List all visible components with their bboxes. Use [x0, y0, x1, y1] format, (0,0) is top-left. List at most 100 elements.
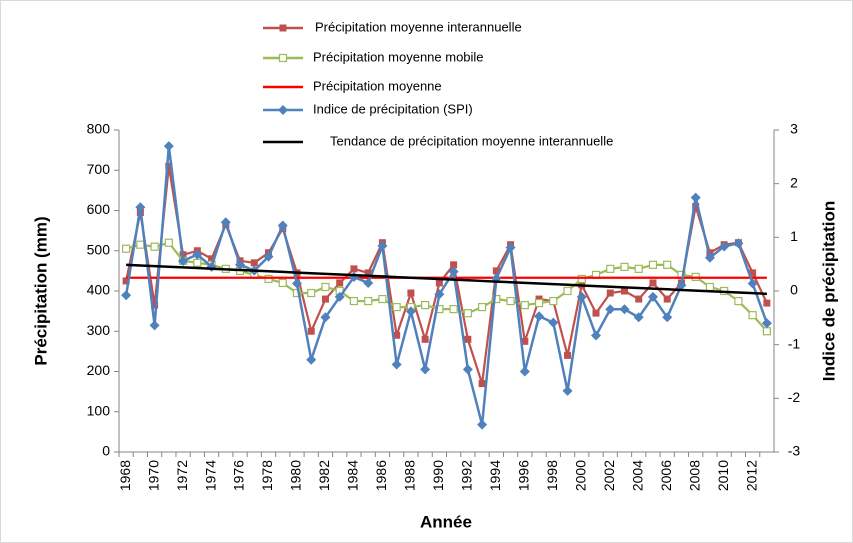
point — [649, 279, 657, 287]
legend-label: Précipitation moyenne interannuelle — [315, 19, 522, 34]
point — [334, 291, 345, 302]
x-tick-label: 2004 — [629, 460, 645, 491]
point — [576, 291, 587, 302]
x-tick-label: 1976 — [231, 460, 247, 491]
y-tick-label: 800 — [87, 121, 111, 137]
point — [405, 306, 416, 317]
point — [434, 289, 445, 300]
point — [564, 351, 572, 359]
point — [463, 309, 472, 318]
x-tick-label: 1968 — [117, 460, 133, 491]
point — [263, 251, 274, 262]
y2-axis-title: Indice de précipitation — [819, 201, 838, 381]
point — [321, 282, 330, 292]
y2-tick-label: 3 — [790, 121, 798, 137]
y-tick-label: 0 — [102, 443, 110, 459]
y2-tick-label: 2 — [790, 174, 798, 190]
point — [634, 264, 643, 273]
point — [705, 282, 715, 292]
x-tick-label: 1994 — [487, 460, 503, 491]
point — [421, 300, 430, 310]
series-line — [126, 263, 767, 296]
y2-tick-label: -2 — [788, 389, 801, 405]
point — [620, 287, 628, 295]
point — [135, 202, 146, 213]
point — [478, 380, 486, 388]
point — [392, 303, 401, 312]
y2-tick-label: 0 — [790, 282, 798, 298]
point — [763, 299, 771, 307]
point — [278, 278, 287, 288]
point — [591, 330, 602, 341]
point — [520, 300, 529, 310]
point — [492, 294, 501, 304]
x-tick-label: 1990 — [430, 460, 446, 491]
series — [122, 238, 771, 336]
legend: Précipitation moyenne interannuelle Préci… — [263, 19, 613, 148]
point — [605, 304, 616, 315]
y2-tick-label: 1 — [790, 228, 798, 244]
point — [122, 244, 131, 253]
point — [761, 318, 772, 329]
point — [307, 327, 315, 335]
point — [534, 298, 544, 308]
legend-marker — [278, 53, 288, 63]
point — [192, 249, 203, 260]
point — [363, 277, 374, 288]
x-tick-label: 2006 — [658, 460, 674, 491]
point — [321, 295, 329, 303]
x-tick-label: 2002 — [601, 460, 617, 491]
point — [577, 274, 586, 284]
point — [336, 279, 344, 287]
point — [121, 290, 132, 301]
series — [126, 263, 767, 296]
point — [477, 303, 487, 312]
x-axis-title: Année — [420, 512, 472, 531]
y-tick-label: 500 — [87, 241, 111, 257]
point — [606, 289, 614, 297]
point — [748, 311, 757, 320]
x-tick-label: 1980 — [288, 460, 304, 491]
point — [663, 295, 671, 303]
point — [136, 240, 145, 249]
point — [663, 260, 672, 269]
x-tick-label: 1998 — [544, 460, 560, 491]
x-tick-label: 1972 — [174, 460, 190, 491]
point — [563, 286, 572, 296]
point — [378, 294, 387, 304]
legend-marker — [278, 105, 288, 115]
x-tick-label: 2012 — [743, 460, 759, 491]
series — [121, 141, 772, 430]
legend-label: Précipitation moyenne — [313, 78, 442, 93]
point — [449, 305, 458, 314]
x-tick-label: 1984 — [345, 460, 361, 491]
point — [676, 280, 687, 291]
legend-label: Tendance de précipitation moyenne intera… — [330, 133, 613, 148]
x-tick-label: 1988 — [402, 460, 418, 491]
point — [149, 320, 160, 331]
point — [163, 141, 174, 152]
y-tick-label: 600 — [87, 201, 111, 217]
point — [462, 364, 473, 375]
point — [619, 304, 630, 315]
point — [407, 289, 415, 297]
point — [364, 296, 373, 306]
y-tick-label: 300 — [87, 322, 111, 338]
point — [620, 262, 629, 271]
point — [193, 258, 202, 267]
y2-tick-label: -1 — [788, 335, 801, 351]
point — [692, 202, 700, 210]
point — [704, 252, 715, 263]
point — [648, 260, 658, 269]
x-tick-label: 1974 — [202, 460, 218, 491]
y-axis-title: Précipitation (mm) — [31, 216, 50, 365]
point — [421, 335, 429, 343]
point — [435, 279, 443, 287]
point — [719, 241, 730, 252]
point — [762, 327, 771, 336]
point — [349, 296, 359, 306]
y2-tick-label: -3 — [788, 443, 801, 459]
x-tick-label: 1992 — [459, 460, 475, 491]
legend-label: Indice de précipitation (SPI) — [313, 101, 473, 116]
